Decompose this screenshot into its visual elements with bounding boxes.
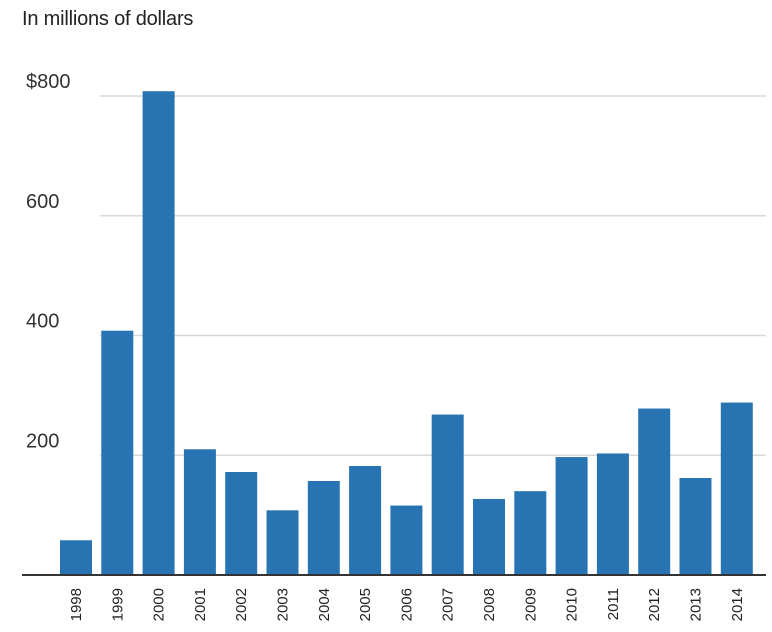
y-tick-label: 400 [26,311,59,333]
bar-2004 [307,480,340,575]
bar-2013 [679,478,712,575]
bar-1998 [60,540,92,575]
y-tick-label: $800 [26,71,71,93]
chart-subtitle: In millions of dollars [22,8,194,30]
x-tick-label: 2011 [605,588,622,620]
bar-2002 [225,472,258,575]
y-tick-label: 600 [26,191,59,213]
x-tick-label: 2012 [646,588,663,621]
x-tick-label: 2001 [192,588,209,621]
x-tick-label: 2002 [233,588,250,621]
bar-2009 [514,491,547,575]
bar-2000 [142,91,175,576]
x-tick-label: 2007 [440,588,457,621]
bar-2012 [638,408,671,575]
x-tick-label: 2006 [398,588,415,621]
x-tick-label: 2010 [564,588,581,621]
x-tick-label: 2013 [688,588,705,621]
bar-2010 [555,457,588,575]
bar-2005 [349,466,382,575]
bar-2014 [720,402,753,575]
x-tick-label: 2000 [151,588,168,621]
x-tick-label: 2005 [357,588,374,621]
x-tick-label: 2003 [275,588,292,621]
x-tick-label: 2004 [316,588,333,621]
x-tick-label: 1998 [68,588,85,621]
x-tick-label: 1999 [109,588,126,621]
bar-2007 [431,414,464,575]
bar-1999 [101,330,134,575]
bar-2008 [473,498,505,575]
x-tick-label: 2014 [729,588,746,621]
bar-2003 [266,510,299,575]
x-tick-label: 2009 [522,588,539,621]
y-tick-label: 200 [26,430,59,452]
bar-2001 [183,449,216,575]
bar-2006 [390,505,423,575]
bar-2011 [596,453,629,575]
x-tick-label: 2008 [481,588,498,621]
